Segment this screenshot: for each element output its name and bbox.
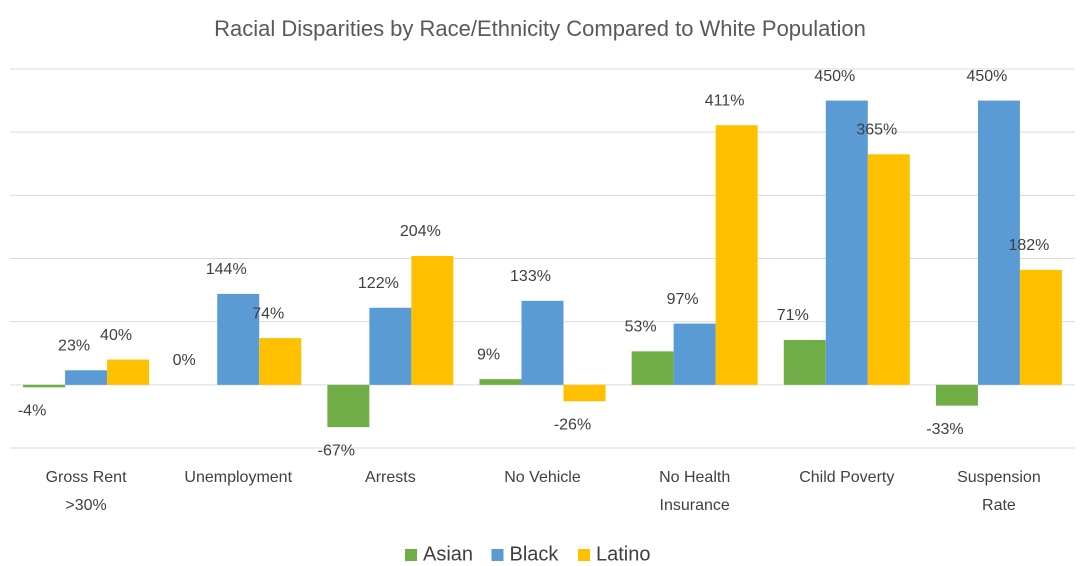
data-label: 204% <box>400 223 441 240</box>
bar <box>479 379 522 385</box>
bar <box>1019 269 1062 385</box>
bar <box>259 338 302 385</box>
data-label: 71% <box>777 307 809 324</box>
data-label: 97% <box>667 291 699 308</box>
bar <box>369 307 412 385</box>
bar <box>327 384 370 428</box>
data-label: -26% <box>554 416 591 433</box>
bar <box>23 384 66 388</box>
legend-label: Latino <box>596 543 651 565</box>
legend-label: Black <box>510 543 560 565</box>
x-tick-label: No Health Insurance <box>659 469 730 514</box>
x-tick-label: Suspension Rate <box>957 469 1041 514</box>
data-label: 9% <box>477 346 500 363</box>
legend-swatch <box>405 549 417 561</box>
chart-title: Racial Disparities by Race/Ethnicity Com… <box>214 16 866 41</box>
data-label: 144% <box>206 261 247 278</box>
bar <box>107 359 150 385</box>
bar <box>521 300 564 385</box>
data-label: 365% <box>856 121 897 138</box>
data-label: 122% <box>358 275 399 292</box>
bar <box>977 100 1020 385</box>
bar <box>935 384 978 406</box>
x-tick-label: Child Poverty <box>799 469 894 486</box>
data-label: 450% <box>814 68 855 85</box>
data-label: 133% <box>510 268 551 285</box>
data-label: 411% <box>705 92 745 109</box>
legend-swatch <box>578 549 590 561</box>
bar <box>825 100 868 385</box>
legend-swatch <box>491 549 504 561</box>
data-label: -33% <box>926 421 963 438</box>
x-tick-label: Unemployment <box>184 469 292 486</box>
data-label: 0% <box>173 352 196 369</box>
x-tick-label: Arrests <box>365 469 416 486</box>
data-label: 53% <box>625 319 657 336</box>
data-label: 40% <box>100 327 132 344</box>
data-label: -67% <box>318 442 355 459</box>
bar <box>563 384 606 402</box>
bar <box>673 323 716 385</box>
bar <box>65 370 108 385</box>
x-tick-label: No Vehicle <box>504 469 581 486</box>
data-label: 182% <box>1008 237 1049 254</box>
legend-label: Asian <box>423 543 473 565</box>
bar <box>783 339 826 385</box>
data-label: 74% <box>252 305 284 322</box>
bar <box>715 125 758 385</box>
x-tick-label: Gross Rent >30% <box>46 469 127 514</box>
data-label: 450% <box>966 68 1007 85</box>
data-label: -4% <box>18 403 46 420</box>
bar <box>411 255 454 385</box>
bar <box>217 293 260 385</box>
bar <box>867 154 910 385</box>
data-label: 23% <box>58 338 90 355</box>
bar <box>631 351 674 385</box>
